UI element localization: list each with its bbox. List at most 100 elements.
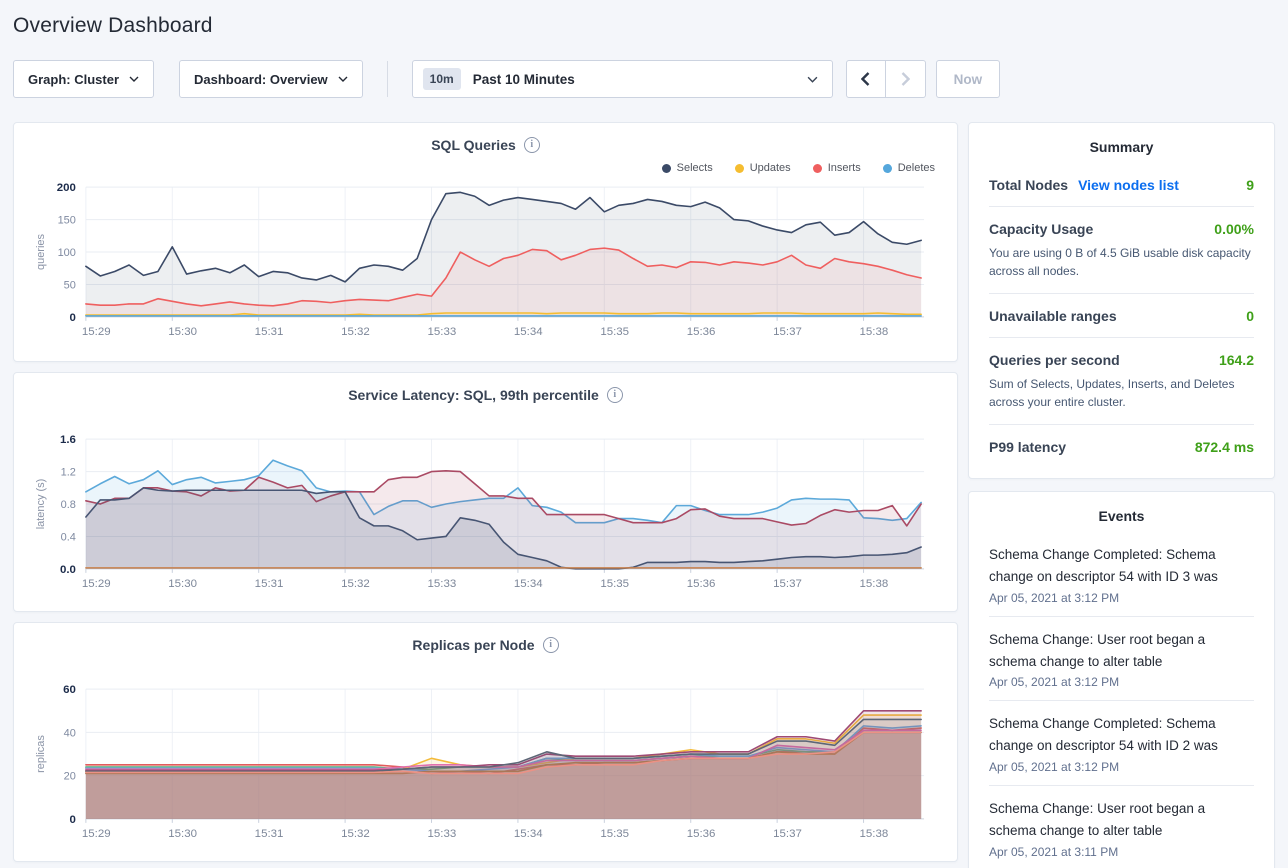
legend-dot-icon [812,163,822,173]
svg-text:150: 150 [58,215,76,227]
summary-row: Unavailable ranges 0 [989,293,1254,337]
events-panel: Events Schema Change Completed: Schema c… [968,491,1275,868]
side-column: Summary Total Nodes View nodes list 9 Capac… [968,122,1275,868]
info-icon[interactable]: i [542,637,559,653]
summary-row-label: Queries per second [989,352,1120,368]
svg-text:15:36: 15:36 [687,578,716,590]
info-icon[interactable]: i [523,137,540,153]
time-range-badge: 10m [422,68,461,90]
svg-text:15:31: 15:31 [255,326,284,338]
svg-text:100: 100 [58,247,76,259]
svg-text:15:30: 15:30 [168,326,197,338]
summary-row: P99 latency 872.4 ms [989,424,1254,468]
event-timestamp: Apr 05, 2021 at 3:11 PM [989,844,1119,859]
legend-label: Deletes [897,162,935,174]
chart-card: Replicas per Node i 15:29 15:30 15:31 15:32… [13,622,958,862]
svg-text:15:36: 15:36 [687,326,716,338]
chevron-left-icon [861,72,870,86]
legend-item[interactable]: Deletes [882,161,935,175]
events-title: Events [1098,508,1145,524]
legend-item[interactable]: Updates [734,161,791,175]
event-message: Schema Change Completed: Schema change o… [989,716,1218,754]
summary-title: Summary [1089,139,1154,155]
event-item: Schema Change Completed: Schema change o… [989,700,1254,785]
summary-row-value: 0 [1246,308,1254,324]
event-timestamp: Apr 05, 2021 at 3:12 PM [989,675,1120,690]
summary-row: Capacity Usage 0.00% You are using 0 B of … [989,206,1254,293]
step-back-button[interactable] [845,60,886,98]
dashboard-dropdown-label: Dashboard: Overview [194,71,328,87]
chevron-down-icon [129,76,139,82]
event-timestamp: Apr 05, 2021 at 3:12 PM [989,590,1120,605]
step-forward-button[interactable] [885,60,926,98]
info-icon[interactable]: i [606,387,623,403]
svg-text:15:34: 15:34 [514,326,543,338]
svg-text:15:29: 15:29 [82,578,111,590]
svg-text:15:37: 15:37 [773,326,802,338]
svg-text:20: 20 [64,771,76,783]
time-range-picker[interactable]: 10m Past 10 Minutes [411,60,833,98]
svg-text:15:32: 15:32 [341,828,370,840]
view-nodes-list-link[interactable]: View nodes list [1078,177,1179,193]
svg-text:200: 200 [57,182,76,194]
svg-text:queries: queries [35,234,47,270]
svg-text:0.0: 0.0 [60,564,76,576]
svg-text:15:35: 15:35 [600,578,629,590]
chart-title: Service Latency: SQL, 99th percentile [348,387,599,403]
time-step-buttons [845,60,926,98]
svg-text:1.2: 1.2 [61,467,76,479]
summary-row-description: Sum of Selects, Updates, Inserts, and De… [989,377,1235,409]
summary-row-value: 872.4 ms [1194,439,1254,455]
legend-label: Selects [676,162,713,174]
svg-text:15:35: 15:35 [600,326,629,338]
summary-panel: Summary Total Nodes View nodes list 9 Capac… [968,122,1275,479]
svg-text:15:36: 15:36 [687,828,716,840]
time-range-label: Past 10 Minutes [472,71,575,87]
svg-text:40: 40 [64,727,76,739]
chevron-down-icon [338,76,348,82]
event-message: Schema Change: User root began a schema … [989,801,1206,839]
svg-text:15:29: 15:29 [82,326,111,338]
chart-card: Service Latency: SQL, 99th percentile i … [13,372,958,612]
legend-item[interactable]: Inserts [812,161,861,175]
service-latency-chart[interactable]: 15:29 15:30 15:31 15:32 15:33 15:34 15:35 15:36… [30,429,941,606]
summary-row-label: P99 latency [989,439,1067,455]
summary-row-value: 0.00% [1214,221,1254,237]
svg-text:15:33: 15:33 [428,326,457,338]
svg-text:15:37: 15:37 [773,828,802,840]
dashboard-body: SQL Queries i Selects Updates Inserts Delet… [13,122,1275,868]
svg-text:15:30: 15:30 [168,828,197,840]
dashboard-dropdown[interactable]: Dashboard: Overview [179,60,363,98]
svg-text:60: 60 [63,684,76,696]
charts-column: SQL Queries i Selects Updates Inserts Delet… [13,122,958,868]
svg-text:15:31: 15:31 [255,578,284,590]
legend-label: Updates [749,162,791,174]
graph-dropdown[interactable]: Graph: Cluster [13,60,155,98]
svg-text:15:30: 15:30 [168,578,197,590]
svg-text:15:35: 15:35 [600,828,629,840]
svg-text:15:38: 15:38 [860,326,889,338]
svg-text:15:32: 15:32 [341,578,370,590]
summary-row-label: Total Nodes [989,177,1069,193]
legend-item[interactable]: Selects [661,161,713,175]
svg-text:50: 50 [64,279,76,291]
replicas-per-node-chart[interactable]: 15:29 15:30 15:31 15:32 15:33 15:34 15:35 15:36… [30,679,941,856]
svg-text:0.8: 0.8 [61,499,76,511]
chart-card: SQL Queries i Selects Updates Inserts Delet… [13,122,958,362]
chart-title: Replicas per Node [412,637,535,653]
legend-label: Inserts [827,162,861,174]
event-item: Schema Change Completed: Schema change o… [989,532,1254,616]
chevron-down-icon [807,76,818,83]
svg-text:15:38: 15:38 [860,578,889,590]
event-message: Schema Change: User root began a schema … [989,631,1206,669]
sql-queries-chart[interactable]: 15:29 15:30 15:31 15:32 15:33 15:34 15:35 15:36… [30,177,941,354]
now-button[interactable]: Now [935,60,1001,98]
event-item: Schema Change: User root began a schema … [989,615,1254,701]
svg-text:0: 0 [70,312,76,324]
legend-dot-icon [734,163,744,173]
svg-text:15:33: 15:33 [428,828,457,840]
svg-text:replicas: replicas [35,735,47,773]
svg-text:0: 0 [70,814,76,826]
summary-row: Total Nodes View nodes list 9 [989,163,1254,206]
